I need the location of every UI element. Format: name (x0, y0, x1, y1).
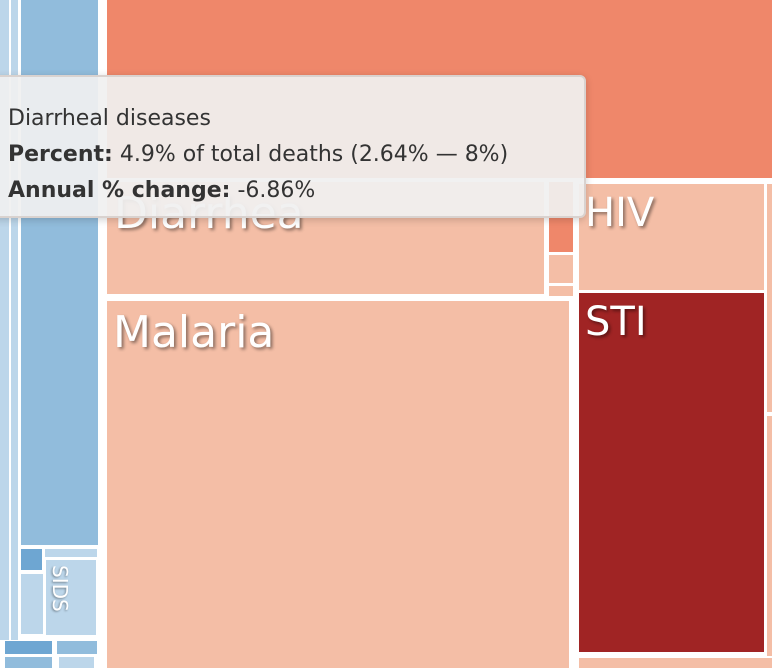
treemap-cell-small-pink-1[interactable] (549, 255, 573, 283)
tooltip-change-row: Annual % change: -6.86% (8, 173, 584, 209)
tooltip-percent-row: Percent: 4.9% of total deaths (2.64% — 8… (8, 137, 584, 173)
treemap-cell-malaria[interactable]: Malaria (107, 301, 569, 668)
treemap-cell-bottom-right[interactable] (579, 658, 772, 668)
treemap-cell-right-strip-2[interactable] (767, 416, 772, 656)
treemap-cell-hiv[interactable]: HIV (579, 184, 764, 290)
tooltip-percent-value: 4.9% of total deaths (2.64% — 8%) (119, 142, 509, 167)
treemap-cell-blue-strip-2[interactable] (11, 0, 18, 640)
treemap-cell-blue-bottom-2[interactable] (57, 641, 97, 654)
treemap-label-sids: SIDS (48, 565, 72, 612)
treemap-label-hiv: HIV (585, 190, 655, 236)
tooltip-change-value: -6.86% (237, 178, 316, 203)
treemap-cell-right-strip-1[interactable] (767, 184, 772, 412)
treemap-cell-blue-bottom-3[interactable] (5, 657, 52, 668)
tooltip-title: Diarrheal diseases (8, 106, 211, 131)
treemap-cell-blue-bottom-1[interactable] (5, 641, 52, 654)
treemap-label-malaria: Malaria (113, 307, 275, 358)
treemap-cell-blue-small-3[interactable] (21, 574, 43, 634)
treemap-label-sti: STI (585, 299, 647, 345)
treemap-cell-blue-small-2[interactable] (45, 549, 97, 557)
tooltip-change-label: Annual % change: (8, 178, 231, 203)
treemap-cell-sti[interactable]: STI (579, 293, 764, 652)
treemap-cell-blue-strip-1[interactable] (0, 0, 9, 640)
treemap-cell-small-pink-2[interactable] (549, 286, 573, 296)
treemap-cell-blue-small-1[interactable] (21, 549, 42, 570)
treemap-cell-sids[interactable]: SIDS (46, 560, 96, 635)
tooltip-percent-label: Percent: (8, 142, 113, 167)
treemap-cell-blue-bottom-4[interactable] (59, 657, 94, 668)
tooltip: Diarrheal diseases Percent: 4.9% of tota… (0, 75, 586, 218)
